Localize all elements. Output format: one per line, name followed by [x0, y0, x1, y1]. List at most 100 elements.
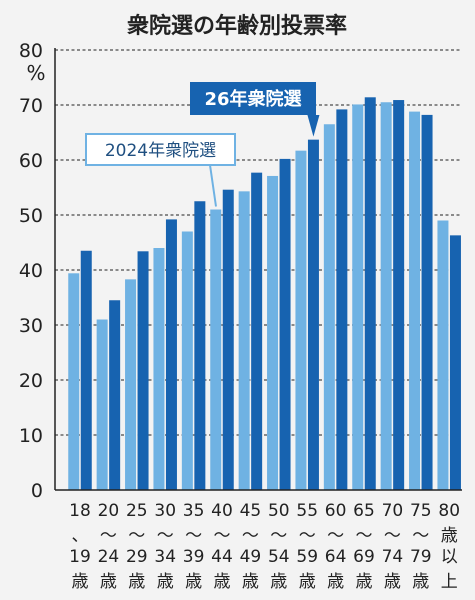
- legend-pointer-2026: [307, 115, 320, 137]
- x-tick-label: 歳: [128, 572, 145, 592]
- x-tick-labels: 18、19歳20〜24歳25〜29歳30〜34歳35〜39歳40〜44歳45〜4…: [69, 501, 460, 592]
- y-tick-label: 10: [19, 425, 43, 447]
- x-tick-label: 歳: [299, 572, 316, 592]
- x-tick-label: 74: [382, 547, 404, 567]
- x-tick-label: 歳: [185, 572, 202, 592]
- x-tick-label: 49: [240, 547, 262, 567]
- bar-2024: [153, 248, 165, 490]
- x-tick-label: 、: [72, 526, 89, 546]
- y-tick-label: 40: [19, 260, 43, 282]
- x-tick-label: 〜: [185, 526, 202, 546]
- bar-2024: [210, 209, 222, 490]
- chart-title: 衆院選の年齢別投票率: [127, 13, 347, 39]
- legend-box-2026: [190, 82, 316, 115]
- x-tick-label: 29: [126, 547, 148, 567]
- legend-callouts: 2024年衆院選 26年衆院選: [85, 82, 320, 207]
- x-tick-label: 〜: [128, 526, 145, 546]
- x-tick-label: 24: [98, 547, 120, 567]
- bar-2026: [279, 158, 291, 490]
- bar-2026: [449, 235, 461, 490]
- x-tick-label: 〜: [100, 526, 117, 546]
- bar-2026: [194, 201, 206, 490]
- bars: [68, 97, 461, 491]
- bar-2026: [165, 219, 177, 490]
- bar-2024: [267, 175, 279, 490]
- x-tick-label: 19: [69, 547, 91, 567]
- x-tick-label: 歳: [242, 572, 259, 592]
- x-tick-label: 60: [325, 501, 347, 521]
- y-tick-label: 0: [31, 480, 43, 502]
- x-tick-label: 歳: [384, 572, 401, 592]
- bar-2024: [238, 191, 250, 490]
- x-tick-label: 〜: [214, 526, 231, 546]
- x-tick-label: 〜: [384, 526, 401, 546]
- bar-2026: [137, 251, 149, 490]
- x-tick-label: 歳: [412, 572, 429, 592]
- x-tick-label: 75: [410, 501, 432, 521]
- legend-label-2026: 26年衆院選: [204, 88, 301, 110]
- bar-2026: [336, 109, 348, 491]
- x-tick-label: 30: [154, 501, 176, 521]
- x-tick-label: 65: [353, 501, 375, 521]
- y-tick-label: 20: [19, 370, 43, 392]
- bar-2024: [323, 124, 335, 490]
- bar-2024: [125, 279, 137, 490]
- bar-2024: [352, 104, 364, 490]
- x-tick-label: 20: [98, 501, 120, 521]
- x-tick-label: 79: [410, 547, 432, 567]
- x-tick-label: 80: [438, 501, 460, 521]
- bar-2026: [307, 139, 319, 490]
- x-tick-label: 〜: [270, 526, 287, 546]
- bar-2026: [80, 250, 92, 490]
- bar-2026: [222, 189, 234, 490]
- x-tick-label: 54: [268, 547, 290, 567]
- x-tick-label: 45: [240, 501, 262, 521]
- x-tick-label: 歳: [157, 572, 174, 592]
- legend-label-2024: 2024年衆院選: [105, 141, 216, 161]
- x-tick-label: 上: [441, 572, 458, 592]
- y-tick-labels: 0 10 20 30 40 50 60 70 80: [19, 40, 43, 502]
- y-tick-label: 30: [19, 315, 43, 337]
- bar-2026: [109, 300, 121, 490]
- bar-2026: [364, 97, 376, 491]
- x-tick-label: 50: [268, 501, 290, 521]
- x-tick-label: 〜: [299, 526, 316, 546]
- bar-2024: [96, 319, 108, 490]
- x-tick-label: 歳: [356, 572, 373, 592]
- x-tick-label: 〜: [327, 526, 344, 546]
- x-tick-label: 18: [69, 501, 91, 521]
- y-tick-label: 70: [19, 95, 43, 117]
- x-tick-label: 〜: [242, 526, 259, 546]
- x-tick-label: 59: [296, 547, 318, 567]
- axes: [54, 48, 462, 491]
- x-tick-label: 55: [296, 501, 318, 521]
- bar-2024: [68, 273, 80, 490]
- x-tick-label: 歳: [327, 572, 344, 592]
- bar-2024: [409, 111, 421, 490]
- x-tick-label: 歳: [214, 572, 231, 592]
- bar-2024: [437, 220, 449, 490]
- x-tick-label: 69: [353, 547, 375, 567]
- x-tick-label: 44: [211, 547, 233, 567]
- x-tick-label: 35: [183, 501, 205, 521]
- x-tick-label: 歳: [270, 572, 287, 592]
- x-tick-label: 以: [441, 547, 458, 567]
- x-tick-label: 〜: [157, 526, 174, 546]
- x-tick-label: 歳: [72, 572, 89, 592]
- bar-2024: [380, 102, 392, 490]
- bar-2026: [421, 114, 433, 491]
- x-tick-label: 〜: [356, 526, 373, 546]
- legend-pointer-2024: [200, 164, 217, 207]
- y-tick-label: 80: [19, 40, 43, 62]
- x-tick-label: 34: [154, 547, 176, 567]
- bar-2024: [181, 231, 193, 490]
- x-tick-label: 歳: [100, 572, 117, 592]
- x-tick-label: 25: [126, 501, 148, 521]
- x-tick-label: 40: [211, 501, 233, 521]
- bar-2024: [295, 150, 307, 490]
- x-tick-label: 39: [183, 547, 205, 567]
- y-tick-label: 50: [19, 205, 43, 227]
- x-tick-label: 64: [325, 547, 347, 567]
